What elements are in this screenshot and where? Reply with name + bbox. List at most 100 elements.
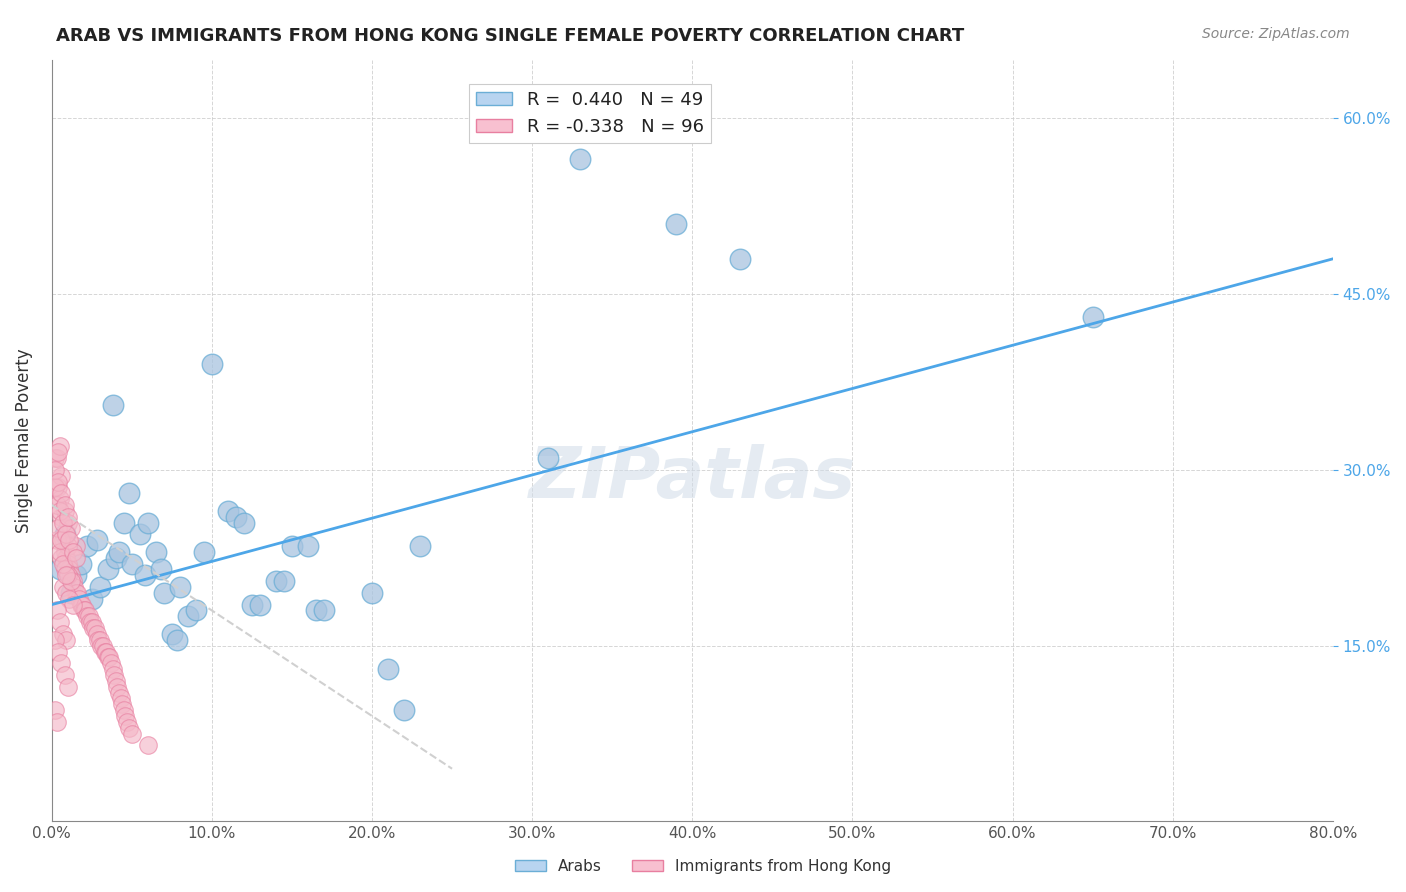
Point [58,591,80,606]
Point [281,539,304,553]
Point [46,475,69,489]
Point [97,650,120,665]
Point [49,615,72,630]
Point [75,603,97,617]
Point [100,657,122,671]
Point [52,516,75,530]
Point [177,609,200,624]
Point [59,586,82,600]
Point [115,714,138,729]
Point [49,562,72,576]
Point [201,357,224,371]
Point [52,580,75,594]
Point [63,580,86,594]
Point [392,703,415,717]
Point [62,598,84,612]
Point [56,509,79,524]
Point [53,545,76,559]
Point [86,533,108,548]
Point [49,439,72,453]
Point [104,673,127,688]
Point [117,486,139,500]
Point [117,721,139,735]
Point [45,498,67,512]
Point [52,533,75,548]
Point [232,516,254,530]
Point [66,586,89,600]
Point [69,598,91,612]
Point [49,504,72,518]
Point [62,574,84,589]
Point [136,739,159,753]
Point [730,252,752,266]
Point [65,568,87,582]
Point [665,217,688,231]
Point [103,668,125,682]
Point [55,586,77,600]
Point [45,603,67,617]
Point [44,463,66,477]
Text: ZIPatlas: ZIPatlas [529,444,856,513]
Point [153,586,176,600]
Point [121,557,143,571]
Point [101,662,124,676]
Point [51,509,73,524]
Point [46,521,69,535]
Point [65,539,87,553]
Point [62,545,84,559]
Point [70,598,93,612]
Point [56,539,79,553]
Point [305,603,328,617]
Point [108,545,131,559]
Point [160,627,183,641]
Point [87,632,110,647]
Point [51,533,73,548]
Point [128,527,150,541]
Point [312,603,335,617]
Point [193,545,215,559]
Point [264,574,287,589]
Point [111,698,134,712]
Point [49,545,72,559]
Point [84,621,107,635]
Point [86,627,108,641]
Point [53,498,76,512]
Point [46,480,69,494]
Point [59,568,82,582]
Point [145,545,167,559]
Point [361,586,384,600]
Point [240,598,263,612]
Point [55,632,77,647]
Point [67,591,90,606]
Point [65,586,87,600]
Point [89,580,111,594]
Point [53,668,76,682]
Point [297,539,319,553]
Point [65,550,87,565]
Point [46,644,69,658]
Point [93,644,115,658]
Text: ARAB VS IMMIGRANTS FROM HONG KONG SINGLE FEMALE POVERTY CORRELATION CHART: ARAB VS IMMIGRANTS FROM HONG KONG SINGLE… [56,27,965,45]
Legend: Arabs, Immigrants from Hong Kong: Arabs, Immigrants from Hong Kong [509,853,897,880]
Point [56,680,79,694]
Point [112,516,135,530]
Point [121,726,143,740]
Point [56,568,79,582]
Point [73,603,96,617]
Point [52,557,75,571]
Point [55,527,77,541]
Point [69,557,91,571]
Point [377,662,399,676]
Point [79,615,101,630]
Point [44,480,66,494]
Point [77,609,100,624]
Point [80,615,103,630]
Point [273,574,295,589]
Point [76,539,98,553]
Point [76,609,98,624]
Point [51,486,73,500]
Point [45,533,67,548]
Point [136,516,159,530]
Point [51,468,73,483]
Point [55,568,77,582]
